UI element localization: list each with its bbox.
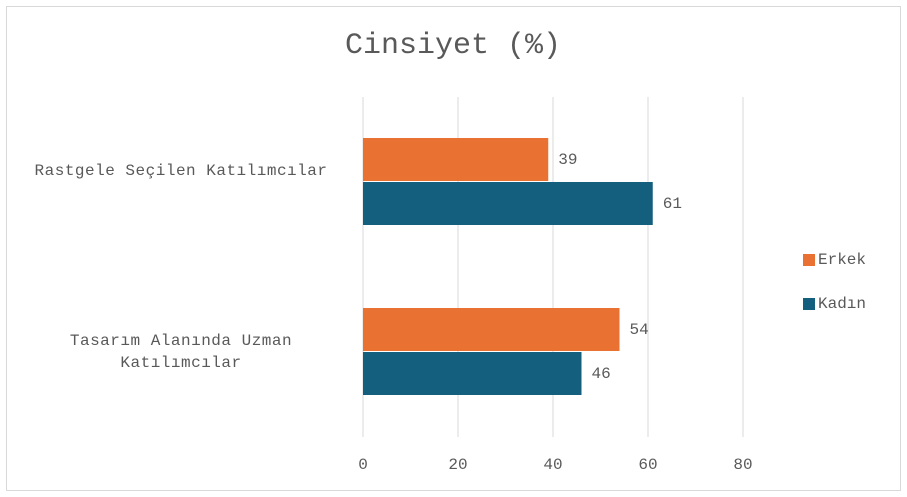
chart-title: Cinsiyet (%) xyxy=(345,29,561,63)
bar xyxy=(363,308,620,351)
data-label: 46 xyxy=(592,365,611,383)
legend-label: Kadın xyxy=(818,295,866,313)
x-tick-label: 60 xyxy=(638,456,657,474)
x-tick-label: 40 xyxy=(543,456,562,474)
legend-label: Erkek xyxy=(818,251,866,269)
chart-border xyxy=(6,6,901,491)
data-label: 54 xyxy=(630,321,649,339)
data-label: 61 xyxy=(663,195,682,213)
bar xyxy=(363,352,582,395)
y-tick-label: Tasarım Alanında Uzman Katılımcılar xyxy=(69,332,293,372)
legend-swatch xyxy=(803,298,815,310)
bar xyxy=(363,182,653,225)
data-label: 39 xyxy=(558,151,577,169)
x-tick-label: 20 xyxy=(448,456,467,474)
y-tick-label: Rastgele Seçilen Katılımcılar xyxy=(34,162,328,180)
x-tick-label: 80 xyxy=(733,456,752,474)
bar xyxy=(363,138,549,181)
legend-swatch xyxy=(803,254,815,266)
x-tick-label: 0 xyxy=(358,456,368,474)
